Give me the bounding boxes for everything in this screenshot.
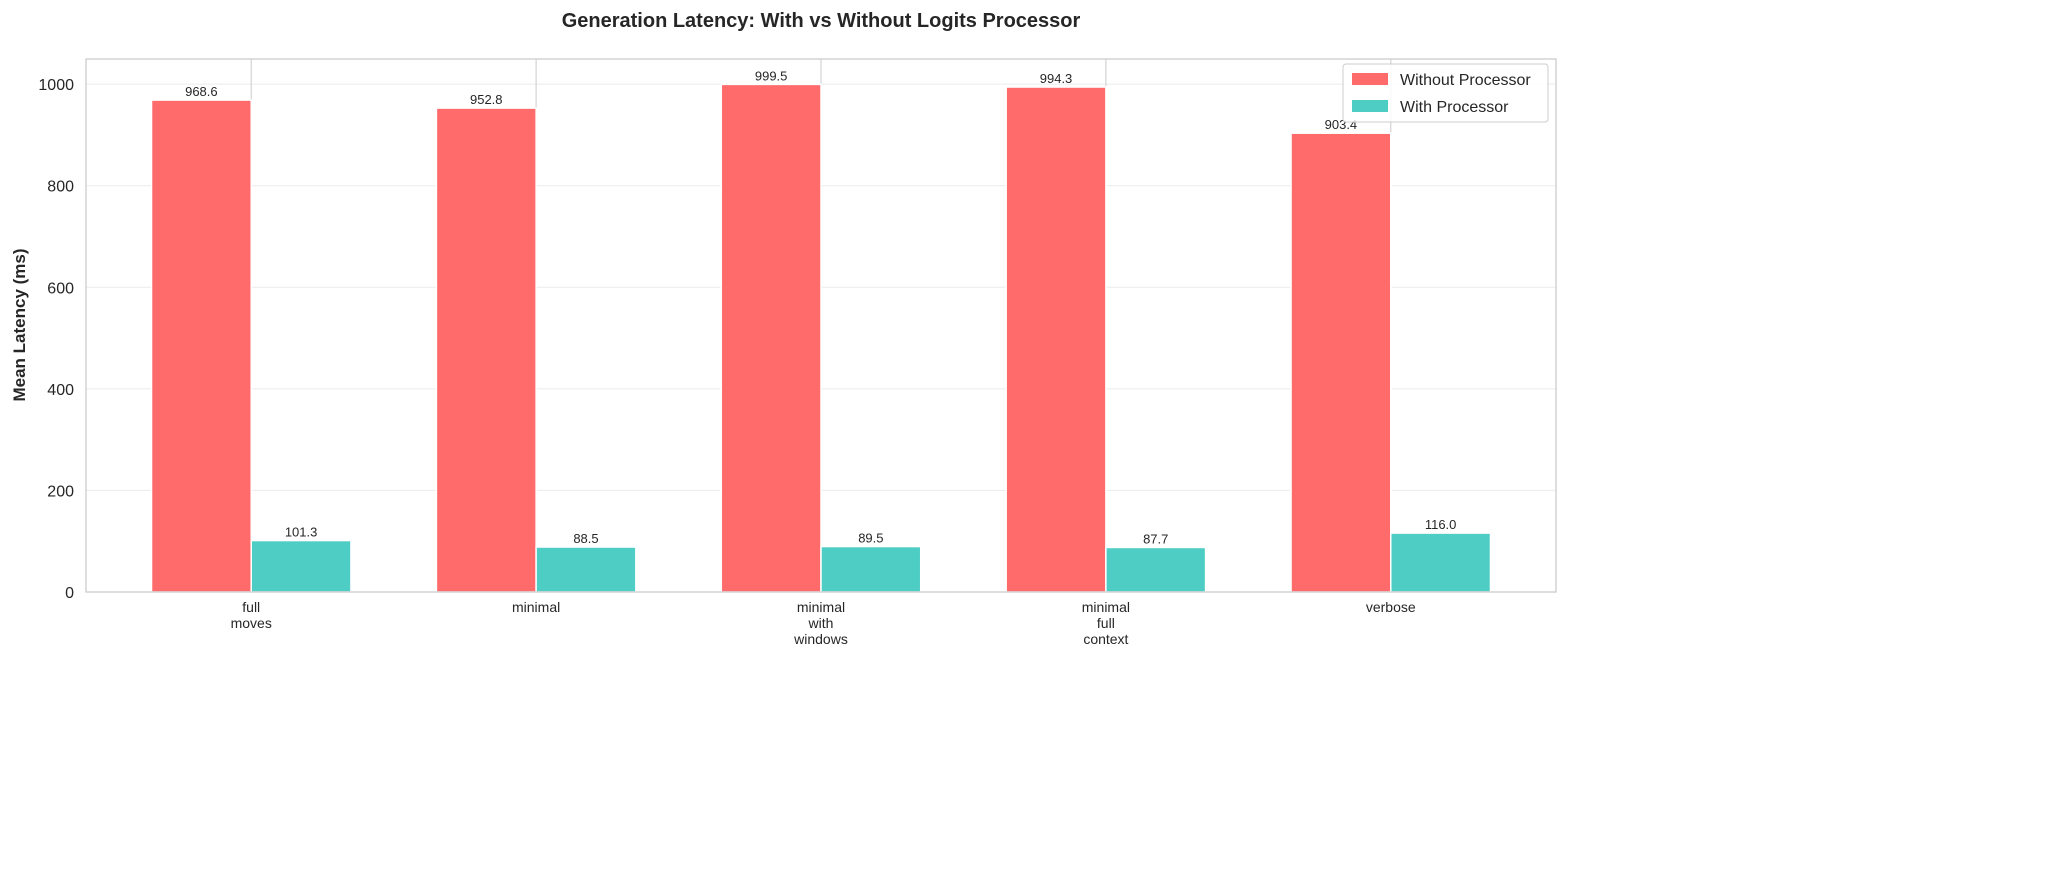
legend-swatch-with-processor	[1352, 100, 1388, 112]
y-axis-label: Mean Latency (ms)	[10, 248, 29, 401]
legend-swatch-without-processor	[1352, 73, 1388, 85]
y-tick-label: 600	[47, 280, 74, 297]
bar	[1105, 546, 1207, 593]
bar	[1390, 532, 1492, 593]
bar	[820, 545, 922, 593]
y-tick-labels: 0 200 400 600 800 1000	[38, 77, 74, 602]
data-label: 968.6	[185, 84, 218, 99]
x-tick-label: minimal	[512, 599, 560, 615]
y-tick-label: 1000	[38, 77, 74, 94]
data-label: 88.5	[573, 531, 598, 546]
x-tick-label: windows	[793, 631, 848, 647]
bar	[1290, 132, 1392, 593]
data-label: 116.0	[1425, 517, 1457, 532]
bar	[150, 99, 252, 593]
x-tick-label: with	[808, 615, 834, 631]
bar	[250, 539, 352, 593]
data-label: 952.8	[470, 92, 503, 107]
data-label: 89.5	[858, 531, 883, 546]
bar	[535, 546, 637, 593]
y-tick-label: 400	[47, 382, 74, 399]
bar	[435, 107, 537, 593]
x-tick-label: context	[1083, 631, 1128, 647]
bar	[720, 83, 822, 593]
y-tick-label: 800	[47, 179, 74, 196]
data-label: 999.5	[755, 68, 788, 83]
x-tick-label: minimal	[1082, 599, 1130, 615]
y-tick-label: 200	[47, 483, 74, 500]
plot-frame	[85, 58, 1557, 593]
chart-title: Generation Latency: With vs Without Logi…	[562, 10, 1081, 32]
data-label: 87.7	[1143, 531, 1168, 546]
x-tick-label: moves	[231, 615, 272, 631]
x-tick-label: minimal	[797, 599, 845, 615]
x-tick-label: full	[242, 599, 260, 615]
legend-label-with-processor: With Processor	[1400, 99, 1509, 116]
data-label: 994.3	[1040, 71, 1073, 86]
x-tick-label: full	[1097, 615, 1115, 631]
data-label: 101.3	[285, 525, 318, 540]
y-tick-label: 0	[65, 585, 74, 602]
legend-box	[1342, 63, 1549, 123]
x-tick-label: verbose	[1366, 599, 1416, 615]
legend: Without Processor With Processor	[1342, 63, 1549, 123]
bar	[1005, 86, 1107, 593]
legend-label-without-processor: Without Processor	[1400, 72, 1531, 89]
